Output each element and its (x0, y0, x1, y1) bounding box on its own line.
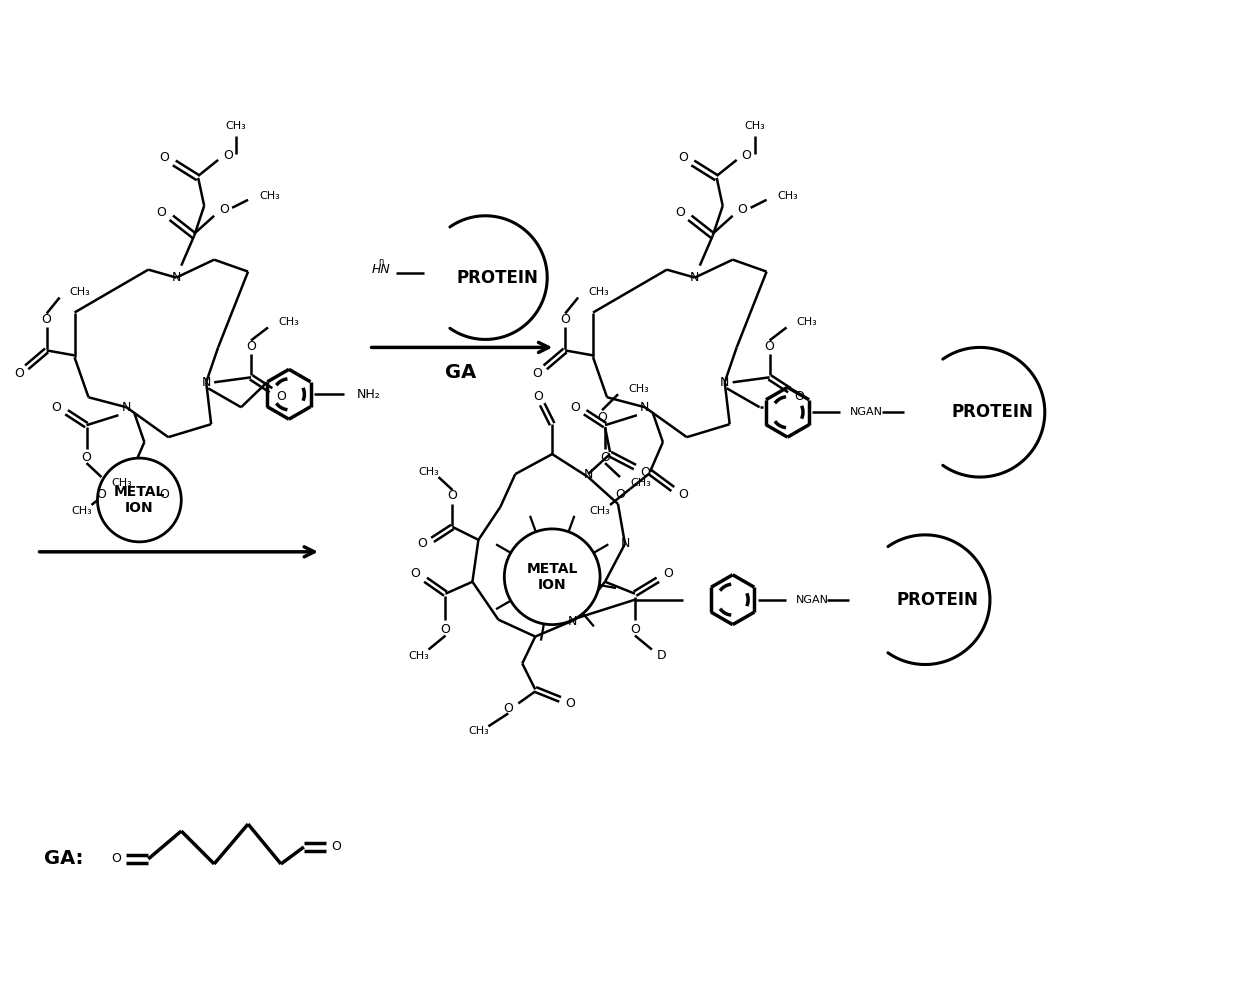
Text: N: N (567, 615, 577, 628)
Text: O: O (597, 410, 607, 423)
Text: O: O (600, 451, 610, 464)
Text: NGAN: NGAN (795, 595, 829, 605)
Text: CH₃: CH₃ (112, 478, 133, 488)
Text: O: O (160, 151, 170, 164)
Text: O: O (678, 151, 688, 164)
Text: N: N (584, 467, 592, 480)
Text: O: O (794, 390, 804, 403)
Text: N: N (121, 401, 131, 413)
Text: NH₂: NH₂ (357, 388, 380, 401)
Text: METAL
ION: METAL ION (114, 485, 165, 516)
Text: O: O (219, 203, 229, 216)
Text: N: N (641, 401, 649, 413)
Text: O: O (615, 488, 624, 502)
Text: O: O (737, 203, 747, 216)
Text: O: O (441, 624, 451, 636)
Text: O: O (503, 702, 513, 715)
Circle shape (504, 529, 600, 625)
Text: O: O (410, 568, 420, 580)
Text: O: O (52, 401, 62, 413)
Text: N: N (720, 376, 730, 389)
Circle shape (98, 458, 181, 542)
Text: N: N (621, 537, 629, 550)
Text: O: O (678, 488, 688, 502)
Text: CH₃: CH₃ (419, 467, 439, 477)
Text: CH₃: CH₃ (589, 287, 608, 297)
Text: n: n (378, 257, 384, 266)
Text: CH₃: CH₃ (225, 121, 247, 131)
Text: O: O (533, 390, 543, 403)
Text: O: O (565, 697, 575, 710)
Text: O: O (276, 390, 286, 403)
Text: HN: HN (372, 263, 390, 276)
Text: O: O (82, 451, 92, 464)
Text: CH₃: CH₃ (69, 287, 90, 297)
Text: O: O (156, 206, 166, 219)
Text: CH₃: CH₃ (408, 650, 429, 661)
Text: METAL
ION: METAL ION (527, 562, 577, 592)
Text: NGAN: NGAN (850, 408, 883, 417)
Text: O: O (675, 206, 685, 219)
Text: D: D (657, 649, 667, 662)
Text: O: O (533, 367, 543, 380)
Text: CH₃: CH₃ (71, 506, 92, 516)
Text: O: O (42, 313, 52, 326)
Text: CH₃: CH₃ (629, 478, 650, 488)
Text: O: O (641, 465, 650, 478)
Text: CH₃: CH₃ (628, 384, 649, 395)
Text: GA:: GA: (43, 849, 83, 868)
Text: PROTEIN: PROTEIN (952, 404, 1033, 421)
Text: O: O (663, 568, 673, 580)
Text: O: O (742, 149, 752, 162)
Text: CH₃: CH₃ (778, 191, 798, 201)
Text: O: O (629, 624, 639, 636)
Text: PROTEIN: PROTEIN (896, 591, 978, 609)
Text: O: O (223, 149, 233, 162)
Text: CH₃: CH₃ (590, 506, 611, 516)
Text: PROTEIN: PROTEIN (456, 269, 538, 287)
Text: CH₃: CH₃ (745, 121, 764, 131)
Text: CH₃: CH₃ (797, 317, 818, 327)
Text: O: O (14, 367, 24, 380)
Text: CH₃: CH₃ (278, 317, 299, 327)
Text: O: O (331, 841, 341, 853)
Text: N: N (171, 271, 181, 284)
Text: O: O (560, 313, 570, 326)
Text: O: O (764, 340, 774, 353)
Text: O: O (418, 537, 427, 550)
Text: O: O (112, 852, 121, 865)
Text: O: O (247, 340, 256, 353)
Text: GA: GA (445, 362, 476, 382)
Text: CH₃: CH₃ (259, 191, 280, 201)
Text: N: N (690, 271, 700, 284)
Text: O: O (570, 401, 580, 413)
Text: O: O (160, 488, 170, 502)
Text: O: O (97, 488, 107, 502)
Text: CH₃: CH₃ (468, 727, 488, 736)
Text: N: N (202, 376, 211, 389)
Text: O: O (447, 489, 457, 503)
